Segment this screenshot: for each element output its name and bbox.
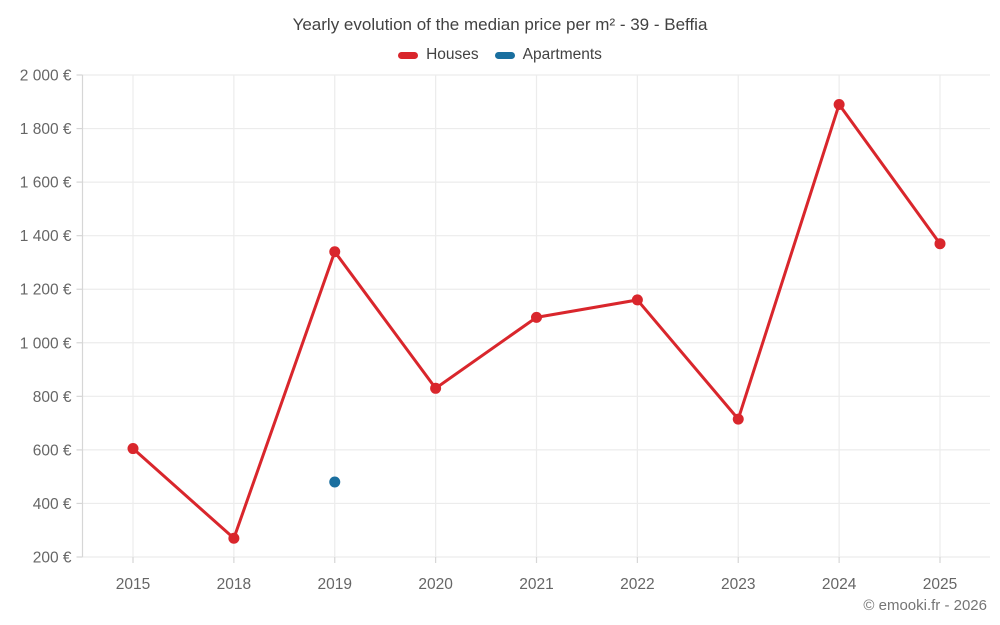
chart-legend: Houses Apartments — [0, 46, 1000, 64]
y-axis-tick-label: 600 € — [33, 442, 72, 459]
x-axis-tick-label: 2022 — [620, 576, 654, 593]
chart-title: Yearly evolution of the median price per… — [292, 15, 708, 34]
apartments-data-point — [329, 476, 341, 488]
x-axis-tick-label: 2023 — [721, 576, 755, 593]
houses-data-point — [430, 382, 442, 394]
y-axis-tick-label: 800 € — [33, 389, 72, 406]
houses-data-point — [631, 294, 643, 306]
attribution-text: © emooki.fr - 2026 — [863, 597, 987, 614]
y-axis-tick-label: 1 800 € — [20, 121, 72, 138]
x-axis-tick-label: 2019 — [318, 576, 352, 593]
legend-item-label: Apartments — [522, 46, 602, 63]
y-axis-tick-label: 1 200 € — [20, 282, 72, 299]
houses-data-point — [127, 443, 139, 455]
x-axis-tick-label: 2025 — [923, 576, 957, 593]
y-axis-tick-label: 1 600 € — [20, 175, 72, 192]
houses-data-point — [934, 238, 946, 250]
houses-data-point — [833, 98, 845, 110]
y-axis-tick-label: 400 € — [33, 496, 72, 513]
y-axis-tick-label: 200 € — [33, 550, 72, 567]
houses-data-point — [531, 311, 542, 323]
legend-item-houses[interactable]: Houses — [398, 46, 479, 64]
x-axis-tick-label: 2018 — [217, 576, 251, 593]
legend-item-label: Houses — [426, 46, 479, 63]
houses-legend-swatch-icon — [398, 51, 419, 59]
x-axis-tick-label: 2024 — [822, 576, 857, 593]
x-axis-tick-label: 2021 — [519, 576, 553, 593]
y-axis-tick-label: 1 400 € — [20, 228, 72, 245]
y-axis-tick-label: 2 000 € — [20, 68, 72, 85]
legend-item-apartments[interactable]: Apartments — [494, 46, 602, 64]
x-axis-tick-label: 2015 — [116, 576, 150, 593]
houses-data-point — [732, 413, 744, 425]
apartments-legend-swatch-icon — [494, 51, 515, 59]
x-axis-tick-label: 2020 — [418, 576, 453, 593]
houses-data-point — [329, 246, 341, 258]
y-axis-tick-label: 1 000 € — [20, 335, 72, 352]
houses-data-point — [228, 532, 240, 544]
